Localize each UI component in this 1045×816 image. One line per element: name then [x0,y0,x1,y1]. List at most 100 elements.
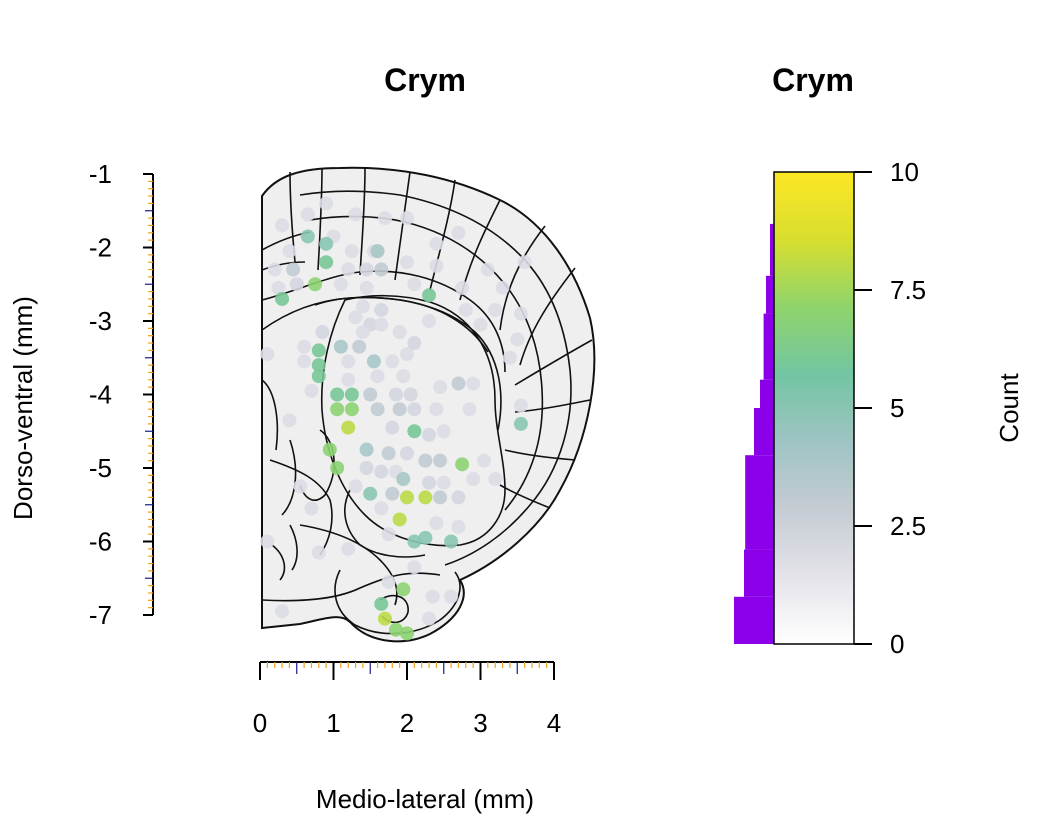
count-point [359,442,374,457]
histogram-bar [745,455,774,550]
count-point [517,255,532,270]
count-point [444,534,459,549]
histogram-bar [760,379,774,408]
count-point [359,280,374,295]
count-point [436,475,451,490]
count-point [396,582,411,597]
colorbar [773,171,855,645]
count-point [403,387,418,402]
count-point [275,218,290,233]
count-point [433,490,448,505]
x-axis-label: Medio-lateral (mm) [316,784,534,814]
x-tick-label: 4 [547,708,561,738]
count-point [333,339,348,354]
y-axis-label: Dorso-ventral (mm) [8,296,38,520]
count-point [488,472,503,487]
count-point [429,258,444,273]
count-point [359,262,374,277]
count-point [322,442,337,457]
count-point [271,280,286,295]
count-point [513,306,528,321]
count-point [330,461,345,475]
count-point [319,236,334,251]
histogram-bar [744,549,774,597]
count-point [381,446,396,461]
count-point [466,472,481,487]
count-point [400,255,414,270]
histogram-bar [763,313,774,380]
count-point [422,314,437,328]
x-tick-label: 2 [400,708,414,738]
count-point [341,354,356,369]
count-point [267,262,282,277]
x-tick-label: 1 [326,708,340,738]
count-point [392,325,407,340]
y-tick-label: -5 [89,453,112,483]
atlas-title: Crym [384,62,466,98]
count-point [388,387,403,402]
count-point [385,420,400,435]
count-point [407,560,422,575]
count-point [488,302,503,317]
count-point [418,530,433,545]
count-point [451,519,466,534]
x-axis: 0 1 2 3 4 [253,661,561,738]
count-point [388,622,403,637]
count-point [341,541,356,556]
count-point [315,325,330,340]
count-point [422,475,437,490]
count-point [348,310,363,325]
count-point [407,336,422,351]
count-point [433,453,448,468]
count-point [429,402,444,417]
count-point [495,280,510,295]
histogram-bar [754,408,774,456]
count-point [385,354,400,369]
count-point [502,350,517,365]
count-point [297,354,312,369]
count-point [348,207,363,222]
colorbar-tick-label: 10 [890,157,919,187]
count-point [374,464,389,479]
y-tick-label: -1 [89,159,112,189]
count-point [289,277,304,292]
count-point [451,225,466,240]
count-point [333,277,348,292]
count-point [311,343,326,358]
count-point [348,479,363,494]
count-point [304,501,319,516]
colorbar-tick-label: 2.5 [890,511,926,541]
count-point [370,402,385,417]
colorbar-tick-label: 7.5 [890,275,926,305]
count-point [374,501,389,516]
count-point [477,453,492,468]
count-point [466,376,481,391]
histogram-bar [734,596,774,644]
count-point [377,211,392,226]
count-point [381,527,396,542]
count-point [341,262,356,277]
count-point [418,490,433,505]
count-point [407,534,422,549]
count-point [311,369,326,384]
y-axis: -1 -2 -3 -4 -5 -6 -7 [89,159,154,630]
count-point [282,244,297,259]
count-point [344,244,359,259]
count-point [462,402,477,417]
count-point [330,402,345,417]
count-point [513,416,528,431]
colorbar-label: Count [994,373,1024,443]
y-tick-label: -6 [89,527,112,557]
count-point [297,339,312,354]
count-point [363,486,378,501]
count-point [429,236,444,251]
count-point [480,262,495,277]
colorbar-axis: 0 2.5 5 7.5 10 [854,157,926,659]
count-point [400,626,414,641]
count-point [451,376,466,391]
count-point [300,229,315,244]
count-point [304,383,319,398]
count-point [400,446,414,461]
count-point [374,596,389,611]
count-point [422,427,437,442]
